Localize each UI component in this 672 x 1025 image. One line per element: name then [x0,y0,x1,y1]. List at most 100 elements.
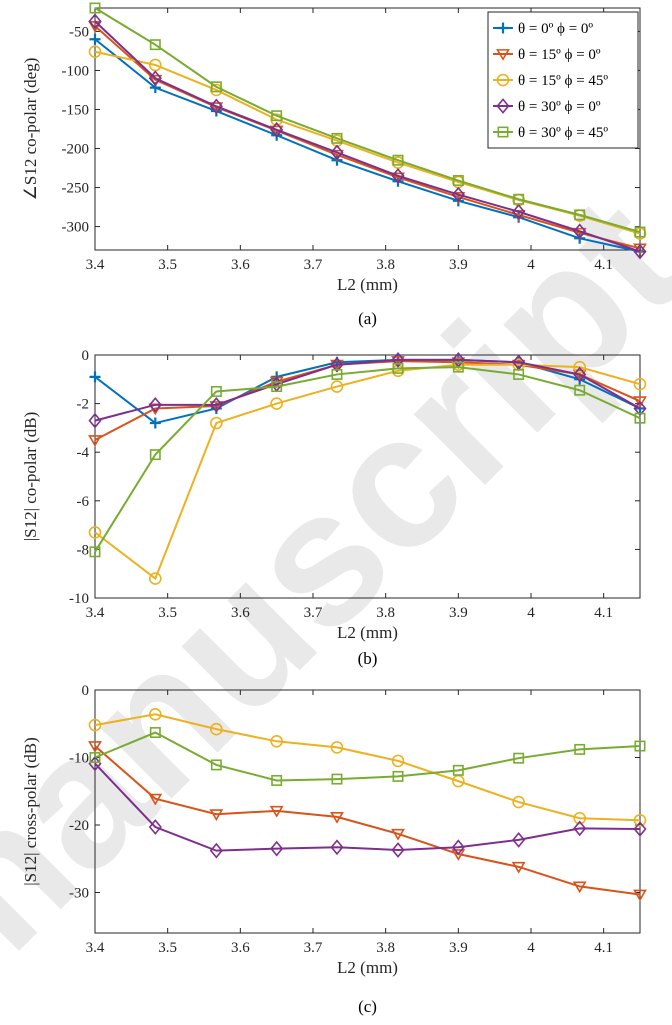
data-point [512,795,525,809]
data-point [209,842,223,859]
data-point [391,356,405,368]
data-point [209,396,223,413]
plot-frame [94,689,641,934]
data-point [391,842,405,858]
y-tick-label: -250 [62,181,90,197]
data-point [633,813,647,827]
panel-caption: (a) [358,309,377,328]
data-point [89,371,101,383]
data-point [574,743,586,755]
x-tick-label: 3.7 [304,605,323,621]
data-point [210,81,222,93]
x-tick-label: 4 [527,257,535,273]
data-point [633,243,647,260]
data-point [271,774,283,786]
y-tick-label: -10 [69,591,89,607]
x-tick-label: 3.5 [158,605,177,621]
data-point [512,203,526,220]
y-tick-label: -100 [62,63,90,79]
data-point [88,526,102,539]
y-tick-label: -8 [77,542,90,558]
y-tick-label: -2 [77,397,90,413]
x-tick-label: 3.6 [231,605,250,621]
data-point [451,839,465,856]
data-point [391,352,405,368]
data-point [270,121,284,138]
data-point [269,805,284,818]
data-point [149,707,162,721]
panel-caption: (c) [358,997,377,1016]
chart-panel-a: 3.4 3.5 3.6 3.7 3.8 3.9 4 4.1 -50 -100 -150 -200 -25… [21,2,647,328]
data-point [270,734,283,748]
legend: θ = 0º ϕ = 0º θ = 15º ϕ = 0º θ = 15º ϕ = 4… [487,11,639,149]
data-point [392,770,404,782]
y-tick-label: 0 [82,683,90,699]
legend-label: θ = 15º ϕ = 0º [518,47,601,63]
data-point [210,385,222,397]
data-point [209,98,223,115]
x-tick-label: 3.8 [376,257,395,273]
data-point [88,755,102,772]
data-point [633,889,647,902]
data-point [149,417,161,429]
x-axis-label: L2 (mm) [337,623,398,642]
data-point [209,401,224,413]
data-point [270,113,283,126]
data-point [331,368,343,380]
data-point [330,380,344,393]
data-point [89,33,101,45]
legend-item: θ = 15º ϕ = 0º [493,47,601,63]
data-point [210,416,223,430]
series-line [94,366,641,553]
x-tick-label: 3.4 [86,257,105,273]
data-point [572,881,587,894]
data-point [271,110,283,122]
data-point [573,360,586,374]
legend-item: θ = 0º ϕ = 0º [493,21,593,37]
plot-frame [94,7,641,251]
data-point [331,132,343,144]
x-tick-label: 3.7 [304,940,323,956]
data-point [271,381,283,393]
legend-item: θ = 30º ϕ = 45º [493,125,608,141]
data-point [634,412,646,424]
x-tick-label: 3.8 [376,605,395,621]
data-point [148,793,163,806]
x-tick-label: 4 [527,940,535,956]
data-point [88,741,102,753]
data-point [512,832,526,848]
data-point [391,754,405,768]
legend-marker [496,49,510,61]
legend-item: θ = 30º ϕ = 0º [493,98,601,115]
data-point [391,828,405,841]
legend-label: θ = 30º ϕ = 45º [518,125,608,141]
data-point [89,752,101,763]
series-line [94,762,641,852]
y-tick-label: -150 [62,102,90,118]
plot-frame [94,354,641,599]
data-point [89,546,101,558]
x-tick-label: 3.7 [304,257,323,273]
x-tick-label: 3.4 [86,605,105,621]
data-point [270,397,283,410]
series-line [94,25,641,250]
series-line [94,38,641,253]
series-line [94,363,641,581]
data-point [391,167,405,184]
data-point [451,849,466,861]
series-line [94,358,641,422]
data-point [633,821,647,837]
data-point [452,361,464,373]
data-point [573,811,586,825]
series-diamond [88,13,647,260]
series-line [94,20,641,253]
y-axis-label: |S12| cross-polar (dB) [21,737,40,885]
data-point [148,396,162,413]
panels: 3.4 3.5 3.6 3.7 3.8 3.9 4 4.1-50-100-150-200-25… [21,2,647,1016]
y-tick-label: -300 [62,220,90,236]
y-tick-label: -30 [69,886,89,902]
x-tick-label: 3.9 [449,257,468,273]
data-point [148,70,162,87]
data-point [452,175,464,186]
